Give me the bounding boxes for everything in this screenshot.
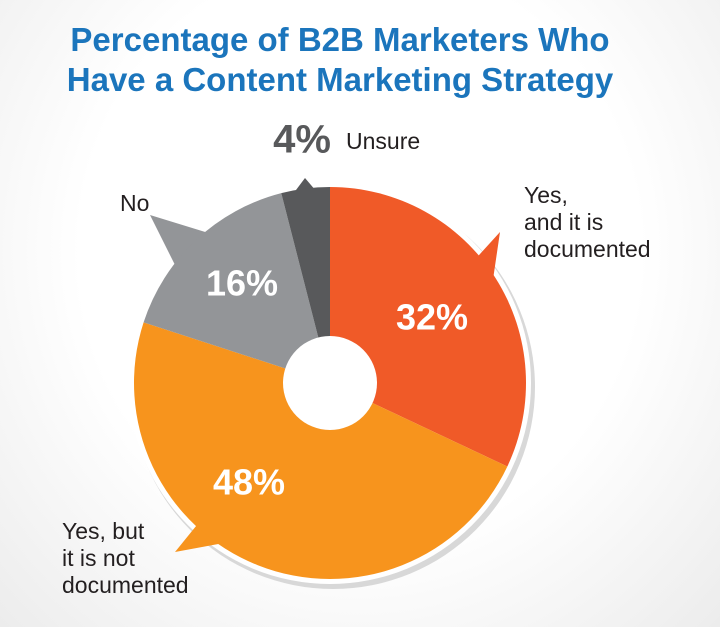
value-label: 4% bbox=[273, 118, 331, 162]
callout-pointer bbox=[150, 215, 215, 275]
slice bbox=[143, 193, 330, 383]
category-label: Unsure bbox=[346, 128, 421, 154]
slice bbox=[134, 322, 508, 580]
donut-hole bbox=[283, 336, 377, 430]
category-label: No bbox=[120, 190, 150, 216]
value-label: 48% bbox=[213, 462, 285, 503]
value-label: 32% bbox=[396, 297, 468, 338]
slice bbox=[330, 187, 526, 467]
value-label: 16% bbox=[206, 263, 278, 304]
slice bbox=[281, 187, 330, 383]
category-label: Yes, but it is not documented bbox=[62, 518, 189, 598]
category-label: Yes, and it is documented bbox=[524, 182, 651, 262]
chart-title: Percentage of B2B Marketers Who Have a C… bbox=[66, 21, 614, 98]
